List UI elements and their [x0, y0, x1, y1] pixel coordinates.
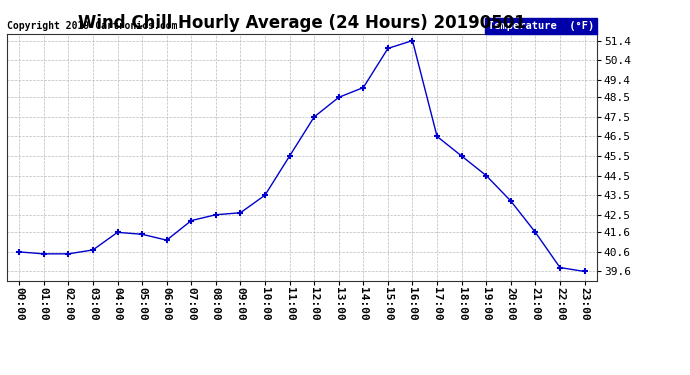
- Text: Copyright 2019 Cartronics.com: Copyright 2019 Cartronics.com: [7, 21, 177, 31]
- Title: Wind Chill Hourly Average (24 Hours) 20190501: Wind Chill Hourly Average (24 Hours) 201…: [78, 14, 526, 32]
- Text: Temperature  (°F): Temperature (°F): [488, 21, 594, 31]
